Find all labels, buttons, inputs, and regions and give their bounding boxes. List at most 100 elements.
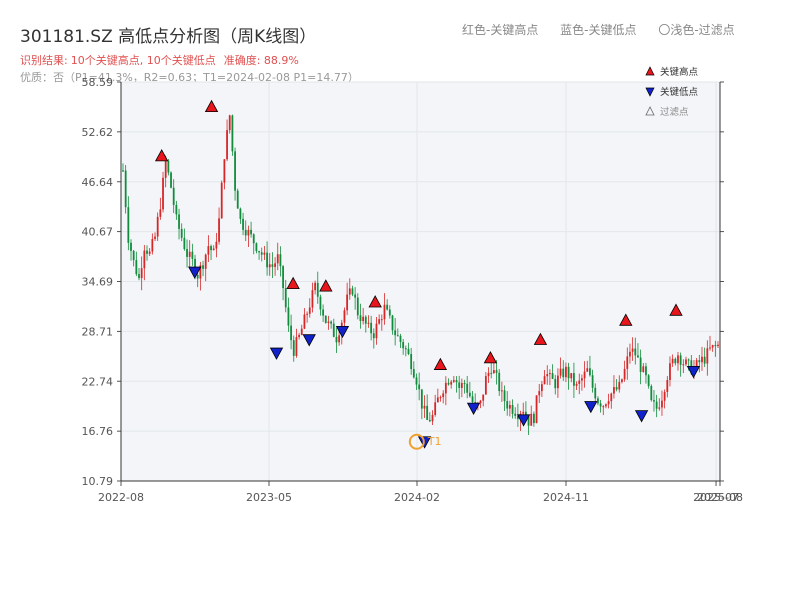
key-high-marker (319, 279, 333, 292)
candle-body (175, 204, 178, 215)
candle-body (364, 316, 367, 324)
candle-body (143, 250, 146, 269)
candle-body (479, 400, 482, 404)
candle-body (303, 314, 306, 329)
candle-body (186, 249, 188, 257)
candle-body (159, 209, 162, 217)
candle-body (228, 115, 231, 131)
x-tick-label: 2024-11 (543, 491, 589, 504)
y-tick-label: 40.67 (82, 226, 114, 239)
candle-body (711, 345, 714, 348)
candle-body (130, 242, 132, 251)
candle-body (671, 358, 674, 364)
candle-body (613, 387, 615, 394)
candle-body (284, 288, 287, 308)
candle-body (127, 207, 130, 243)
candle-body (279, 254, 282, 267)
candle-body (653, 400, 655, 402)
candle-body (570, 373, 573, 379)
candle-body (164, 160, 167, 178)
candle-body (298, 334, 300, 338)
key-low-marker (188, 266, 202, 279)
key-low-marker (686, 366, 701, 379)
candle-body (674, 358, 677, 364)
key-low-marker (335, 325, 350, 339)
candle-body (412, 369, 415, 378)
candle-body (506, 401, 509, 409)
candle-body (396, 335, 399, 337)
key-high-marker (204, 99, 219, 113)
key-low-marker (302, 334, 316, 347)
candle-body (282, 266, 284, 289)
candle-body (316, 282, 319, 297)
candle-body (258, 251, 260, 253)
y-tick-label: 34.69 (82, 276, 114, 289)
candle-body (196, 274, 199, 279)
candle-body (567, 366, 570, 379)
candle-body (231, 115, 234, 152)
candle-body (372, 333, 375, 339)
candle-body (367, 322, 370, 324)
candle-body (466, 383, 469, 393)
candle-body (482, 394, 485, 401)
candle-body (500, 390, 503, 392)
y-tick-label: 52.62 (82, 126, 114, 139)
candle-body (343, 310, 346, 323)
candle-body (399, 335, 402, 343)
candle-body (666, 379, 669, 392)
candle-body (551, 373, 554, 379)
candle-body (266, 252, 268, 268)
key-high-marker (286, 276, 300, 289)
candle-body (226, 130, 228, 160)
candle-body (204, 254, 207, 269)
candle-body (415, 377, 418, 385)
candle-body (330, 321, 333, 324)
candle-body (444, 382, 447, 394)
candle-body (573, 373, 575, 386)
candle-body (647, 375, 650, 387)
candle-body (626, 356, 629, 369)
candle-body (602, 406, 605, 408)
candle-body (335, 336, 338, 343)
candle-body (605, 404, 607, 407)
candle-body (426, 405, 429, 420)
key-high-marker (483, 351, 498, 364)
candle-body (679, 355, 682, 365)
candle-body (471, 396, 474, 403)
candle-body (514, 413, 517, 416)
candle-body (292, 340, 295, 356)
candle-body (348, 288, 351, 295)
candle-body (439, 397, 442, 399)
x-tick-label: 2022-08 (98, 491, 144, 504)
candle-body (687, 359, 690, 361)
candle-body (546, 374, 549, 377)
candle-body (487, 372, 490, 377)
candle-body (135, 260, 138, 275)
candle-body (549, 373, 551, 375)
t1-label: T1 (427, 435, 442, 448)
candle-body (167, 160, 170, 173)
candle-body (698, 360, 701, 363)
x-tick-label: 2025-07 (693, 491, 739, 504)
candle-body (610, 393, 613, 402)
candle-body (642, 366, 645, 372)
candle-body (516, 415, 519, 420)
candle-body (378, 319, 381, 324)
legend-high-label: 关键高点 (660, 66, 699, 78)
candle-body (524, 411, 527, 416)
candles-group (122, 114, 719, 436)
candle-body (431, 414, 434, 422)
candle-body (407, 348, 410, 354)
key-high-marker (669, 303, 683, 316)
candle-body (188, 251, 191, 257)
candle-body (263, 252, 266, 255)
candle-body (621, 379, 623, 382)
candle-body (714, 345, 717, 347)
candle-body (268, 264, 271, 268)
candle-body (637, 355, 639, 358)
candle-body (458, 382, 461, 388)
candle-body (468, 392, 471, 397)
legend-text-key-high: 红色-关键高点 (462, 23, 539, 37)
candle-body (623, 368, 626, 380)
